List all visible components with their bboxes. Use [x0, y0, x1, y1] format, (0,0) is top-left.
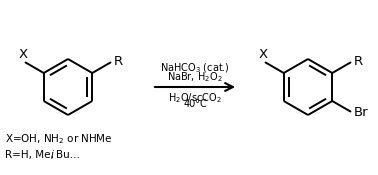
Text: NaBr, H$_2$O$_2$: NaBr, H$_2$O$_2$	[167, 70, 223, 84]
Text: R: R	[113, 55, 122, 68]
Text: X=OH, NH$_2$ or NHMe: X=OH, NH$_2$ or NHMe	[5, 132, 113, 146]
Text: NaHCO$_3$ (cat.): NaHCO$_3$ (cat.)	[160, 61, 230, 75]
Text: i: i	[51, 150, 54, 160]
Text: H$_2$O/scCO$_2$: H$_2$O/scCO$_2$	[168, 91, 222, 105]
Text: X: X	[19, 47, 28, 61]
Text: X: X	[259, 47, 268, 61]
Text: Bu...: Bu...	[56, 150, 80, 160]
Text: Br: Br	[353, 106, 368, 119]
Text: R=H, Me,: R=H, Me,	[5, 150, 57, 160]
Text: 40°C: 40°C	[183, 99, 207, 109]
Text: R: R	[353, 55, 363, 68]
